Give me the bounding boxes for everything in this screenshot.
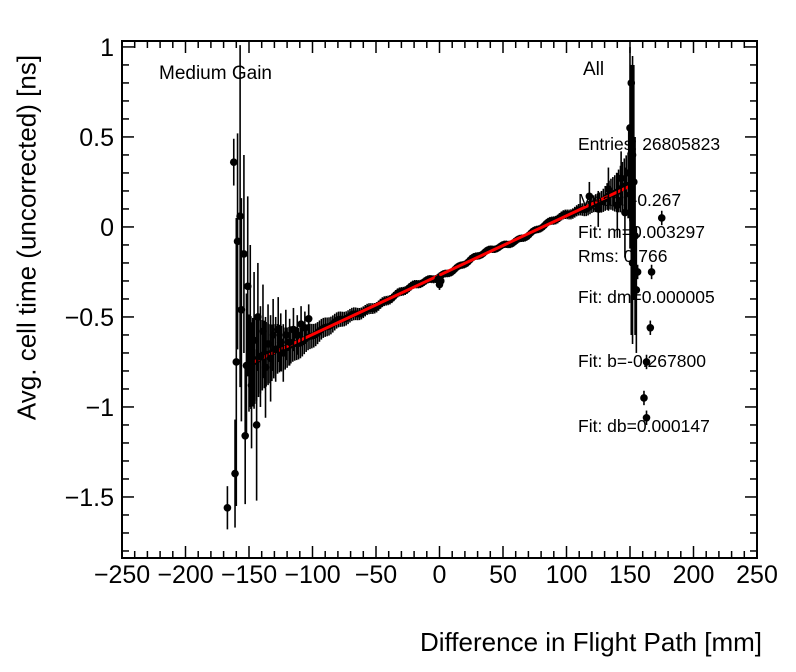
fit-intercept: Fit: b=-0.267800 <box>578 351 706 371</box>
svg-text:−100: −100 <box>284 561 340 589</box>
stats-mean: Mean: -0.267 <box>578 189 682 210</box>
fit-slope-error: Fit: dm=0.000005 <box>578 286 715 307</box>
svg-text:150: 150 <box>609 561 651 589</box>
axis-ticks <box>121 41 758 558</box>
svg-text:−200: −200 <box>157 561 213 589</box>
svg-text:50: 50 <box>489 561 517 589</box>
svg-text:−1: −1 <box>85 394 114 422</box>
y-tick-labels: 1 0.5 0 −0.5 −1 −1.5 <box>65 34 114 512</box>
svg-text:1: 1 <box>100 34 114 62</box>
region-label: All <box>583 59 605 80</box>
fit-stats-block: Fit: m=0.003297 Fit: dm=0.000005 Fit: b=… <box>578 179 715 480</box>
outlier-points <box>223 79 666 512</box>
svg-text:0: 0 <box>433 561 447 589</box>
svg-text:100: 100 <box>546 561 588 589</box>
svg-text:−250: −250 <box>94 561 150 589</box>
stats-block: Entries: 26805823 Mean: -0.267 Rms: 0.76… <box>578 98 720 303</box>
stats-entries: Entries: 26805823 <box>578 134 721 155</box>
svg-text:−0.5: −0.5 <box>65 304 114 332</box>
stats-rms: Rms: 0.766 <box>578 245 668 266</box>
svg-text:−50: −50 <box>355 561 397 589</box>
svg-text:−150: −150 <box>221 561 277 589</box>
y-axis-title: Avg. cell time (uncorrected) [ns] <box>11 54 42 421</box>
svg-text:250: 250 <box>736 561 778 589</box>
fit-intercept-error: Fit: db=0.000147 <box>578 415 710 436</box>
svg-text:0: 0 <box>100 214 114 242</box>
x-tick-labels: −250 −200 −150 −100 −50 0 50 100 150 200 250 <box>94 561 778 589</box>
fit-line <box>253 184 632 364</box>
svg-text:0.5: 0.5 <box>79 124 114 152</box>
svg-text:200: 200 <box>673 561 715 589</box>
gain-label: Medium Gain <box>159 63 272 84</box>
x-axis-title: Difference in Flight Path [mm] <box>420 627 762 657</box>
data-layer <box>223 45 666 530</box>
fit-slope: Fit: m=0.003297 <box>578 222 705 242</box>
svg-text:−1.5: −1.5 <box>65 484 114 512</box>
